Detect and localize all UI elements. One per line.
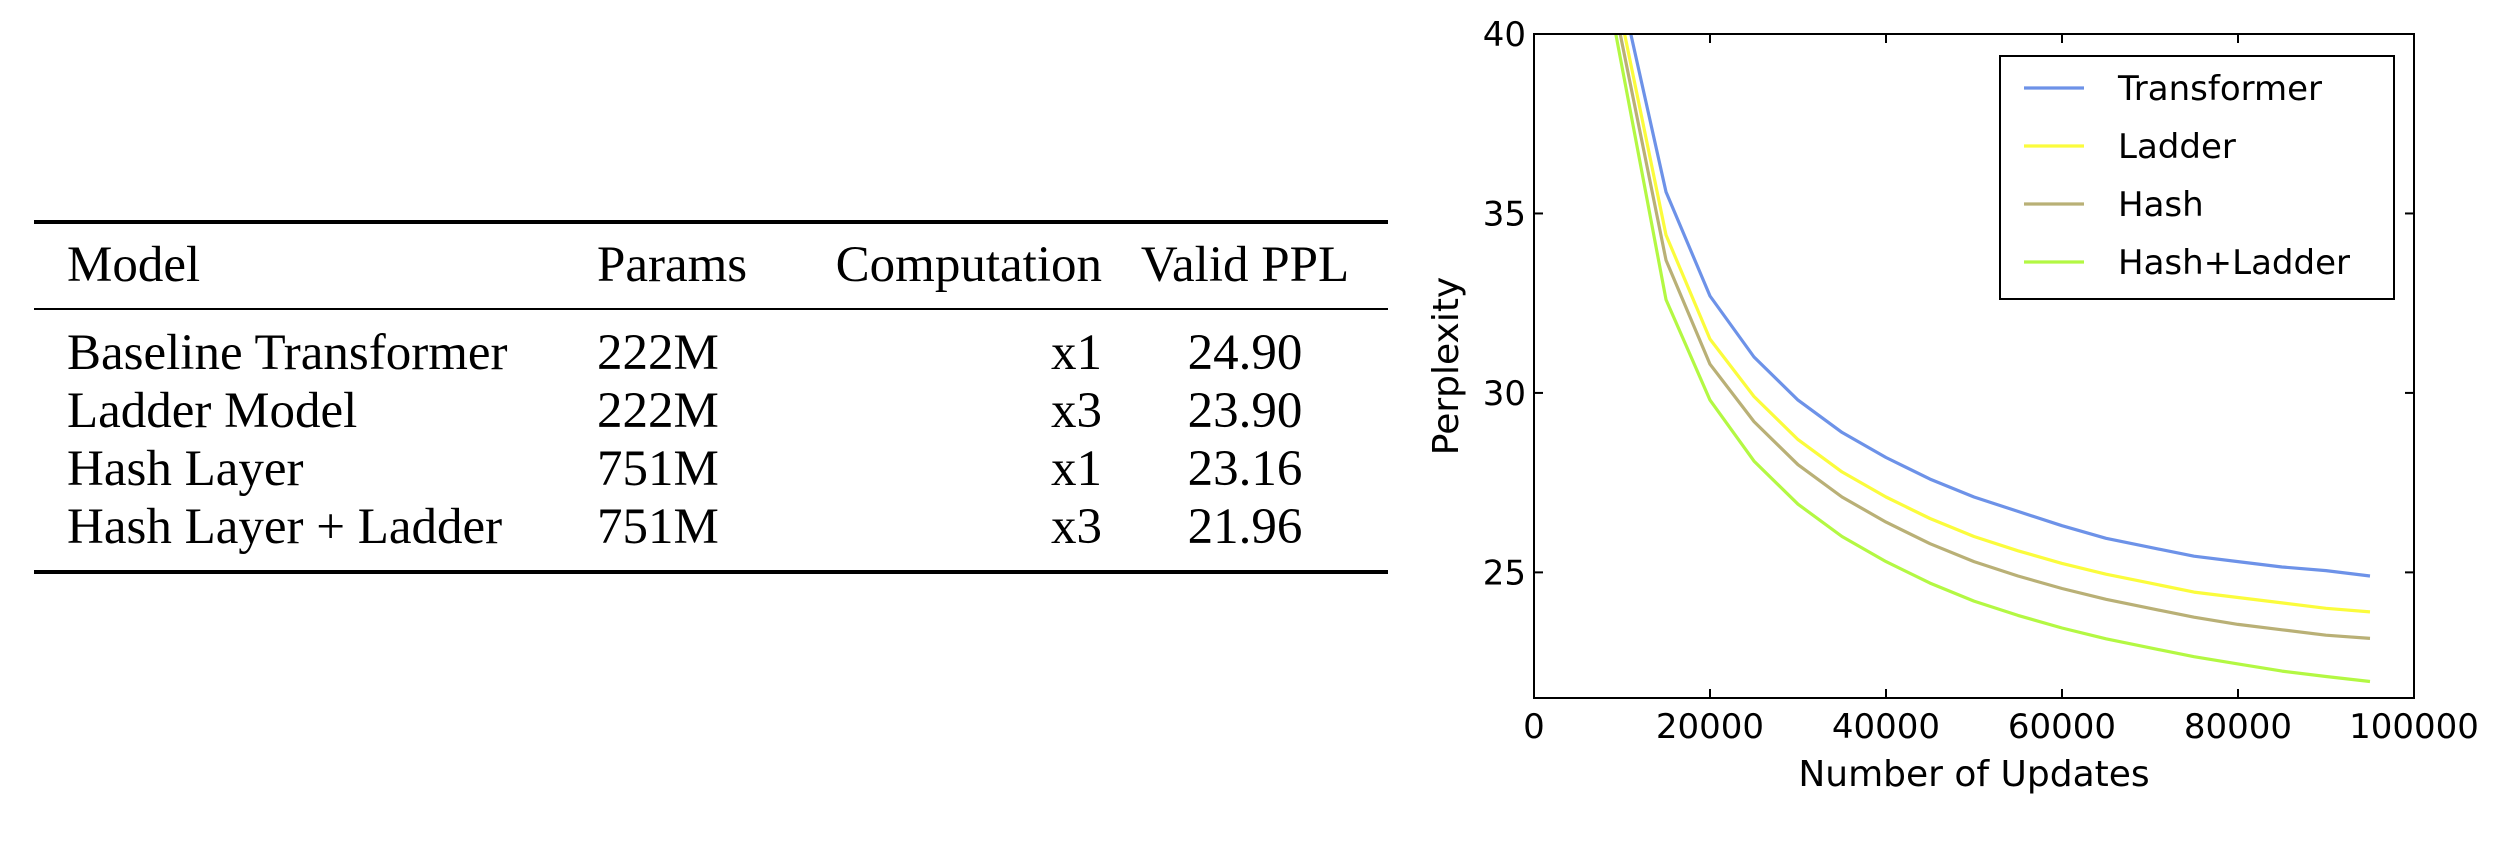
x-tick-label: 60000 — [2008, 707, 2116, 747]
series-layer — [1614, 34, 2371, 684]
line-chart-svg: 0 20000 40000 60000 80000 100000 25 30 35 40 Numb… — [1426, 15, 2479, 795]
x-tick-label: 20000 — [1656, 707, 1764, 747]
perplexity-chart: 0 20000 40000 60000 80000 100000 25 30 35 40 Numb… — [1400, 0, 2496, 862]
legend-box — [1999, 55, 2395, 300]
table-row: Ladder Model 222M x3 23.90 — [34, 382, 1388, 440]
y-tick-label: 30 — [1483, 374, 1526, 414]
cell-valid-ppl: 24.90 — [1187, 325, 1303, 381]
legend-label-ladder: Ladder — [2118, 127, 2236, 167]
table-row: Hash Layer + Ladder 751M x3 21.96 — [34, 498, 1388, 572]
legend-label-transformer: Transformer — [2117, 69, 2322, 109]
table-row: Hash Layer 751M x1 23.16 — [34, 440, 1388, 498]
series-line-transformer — [1629, 34, 2371, 578]
x-axis-label: Number of Updates — [1798, 754, 2149, 795]
x-tick-label: 80000 — [2184, 707, 2292, 747]
cell-computation: x1 — [1051, 325, 1102, 381]
cell-computation: x3 — [1051, 383, 1102, 439]
legend-label-hash: Hash — [2118, 185, 2204, 225]
series-line-hash-ladder — [1614, 34, 2371, 684]
y-axis-label: Perplexity — [1426, 277, 1467, 455]
cell-params: 222M — [597, 383, 719, 439]
header-computation: Computation — [835, 237, 1102, 293]
cell-model: Baseline Transformer — [67, 325, 508, 381]
header-params: Params — [597, 237, 748, 293]
table-row: Baseline Transformer 222M x1 24.90 — [34, 309, 1388, 382]
cell-valid-ppl: 23.16 — [1187, 441, 1303, 497]
x-tick-label: 40000 — [1832, 707, 1940, 747]
cell-computation: x1 — [1051, 441, 1102, 497]
series-line-hash — [1618, 34, 2371, 640]
table-header-row: Model Params Computation Valid PPL — [34, 222, 1388, 309]
cell-valid-ppl: 21.96 — [1187, 499, 1303, 555]
plot-frame — [1533, 33, 2415, 699]
results-table-container: Model Params Computation Valid PPL Basel… — [34, 220, 1388, 574]
ticks-layer: 0 20000 40000 60000 80000 100000 25 30 35 40 — [1483, 15, 2479, 747]
legend-label-hash-ladder: Hash+Ladder — [2118, 243, 2350, 283]
cell-model: Ladder Model — [67, 383, 358, 439]
cell-computation: x3 — [1051, 499, 1102, 555]
x-tick-label: 0 — [1523, 707, 1545, 747]
results-table: Model Params Computation Valid PPL Basel… — [34, 220, 1388, 574]
legend: Transformer Ladder Hash Hash+Ladder — [1999, 55, 2395, 300]
header-valid-ppl: Valid PPL — [1140, 237, 1350, 293]
y-tick-label: 25 — [1483, 553, 1526, 593]
header-model: Model — [67, 237, 201, 293]
cell-params: 751M — [597, 499, 719, 555]
cell-model: Hash Layer — [67, 441, 304, 497]
y-tick-label: 40 — [1483, 15, 1526, 55]
cell-valid-ppl: 23.90 — [1187, 383, 1303, 439]
cell-params: 222M — [597, 325, 719, 381]
cell-model: Hash Layer + Ladder — [67, 499, 503, 555]
y-tick-label: 35 — [1483, 194, 1526, 234]
series-line-ladder — [1623, 34, 2371, 614]
cell-params: 751M — [597, 441, 719, 497]
x-tick-label: 100000 — [2349, 707, 2479, 747]
